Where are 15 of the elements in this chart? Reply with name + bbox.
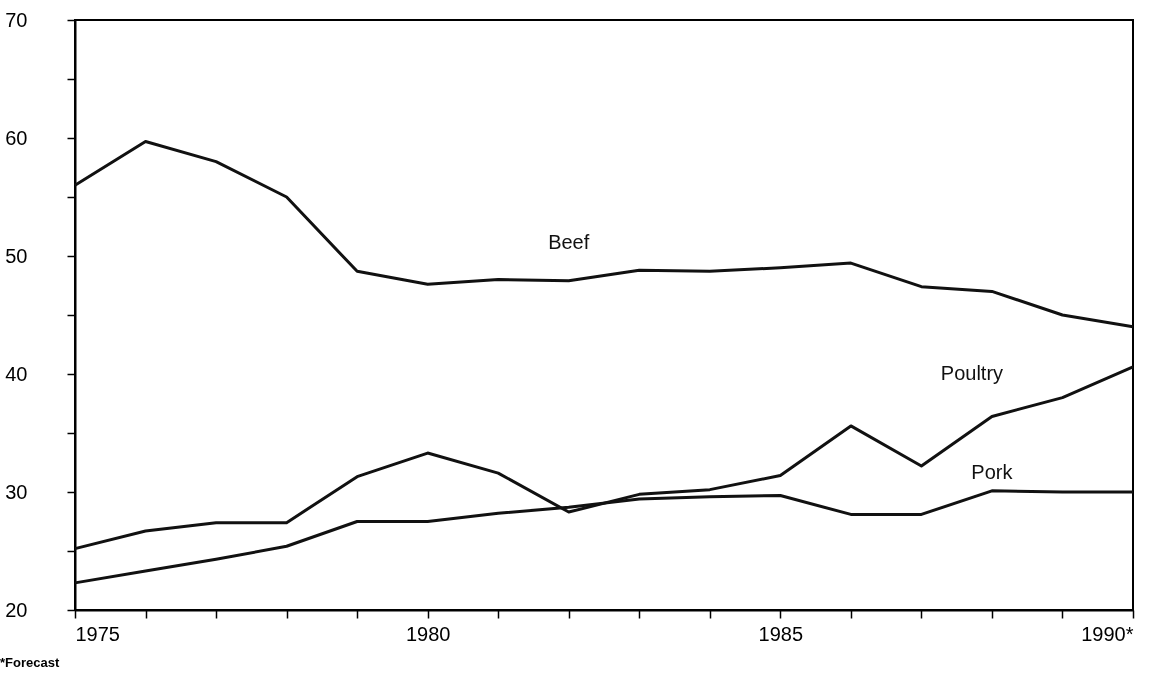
y-tick-label: 40 [5,362,28,385]
x-tick-label: 1990* [1081,622,1134,645]
y-tick-label: 20 [5,598,28,621]
y-tick-label: 70 [5,8,28,31]
series-label: Pork [971,460,1014,483]
x-tick-label: 1980 [405,622,451,645]
series-label: Poultry [940,362,1004,385]
text: *Forecast [0,655,60,670]
line-series [73,140,1135,329]
y-tick-label: 50 [5,244,28,267]
y-tick-label: 30 [5,480,28,503]
x-tick-label: 1975 [75,622,120,645]
y-tick-label: 60 [5,126,28,149]
series-label: Beef [548,230,590,253]
x-tick-label: 1985 [758,622,804,645]
